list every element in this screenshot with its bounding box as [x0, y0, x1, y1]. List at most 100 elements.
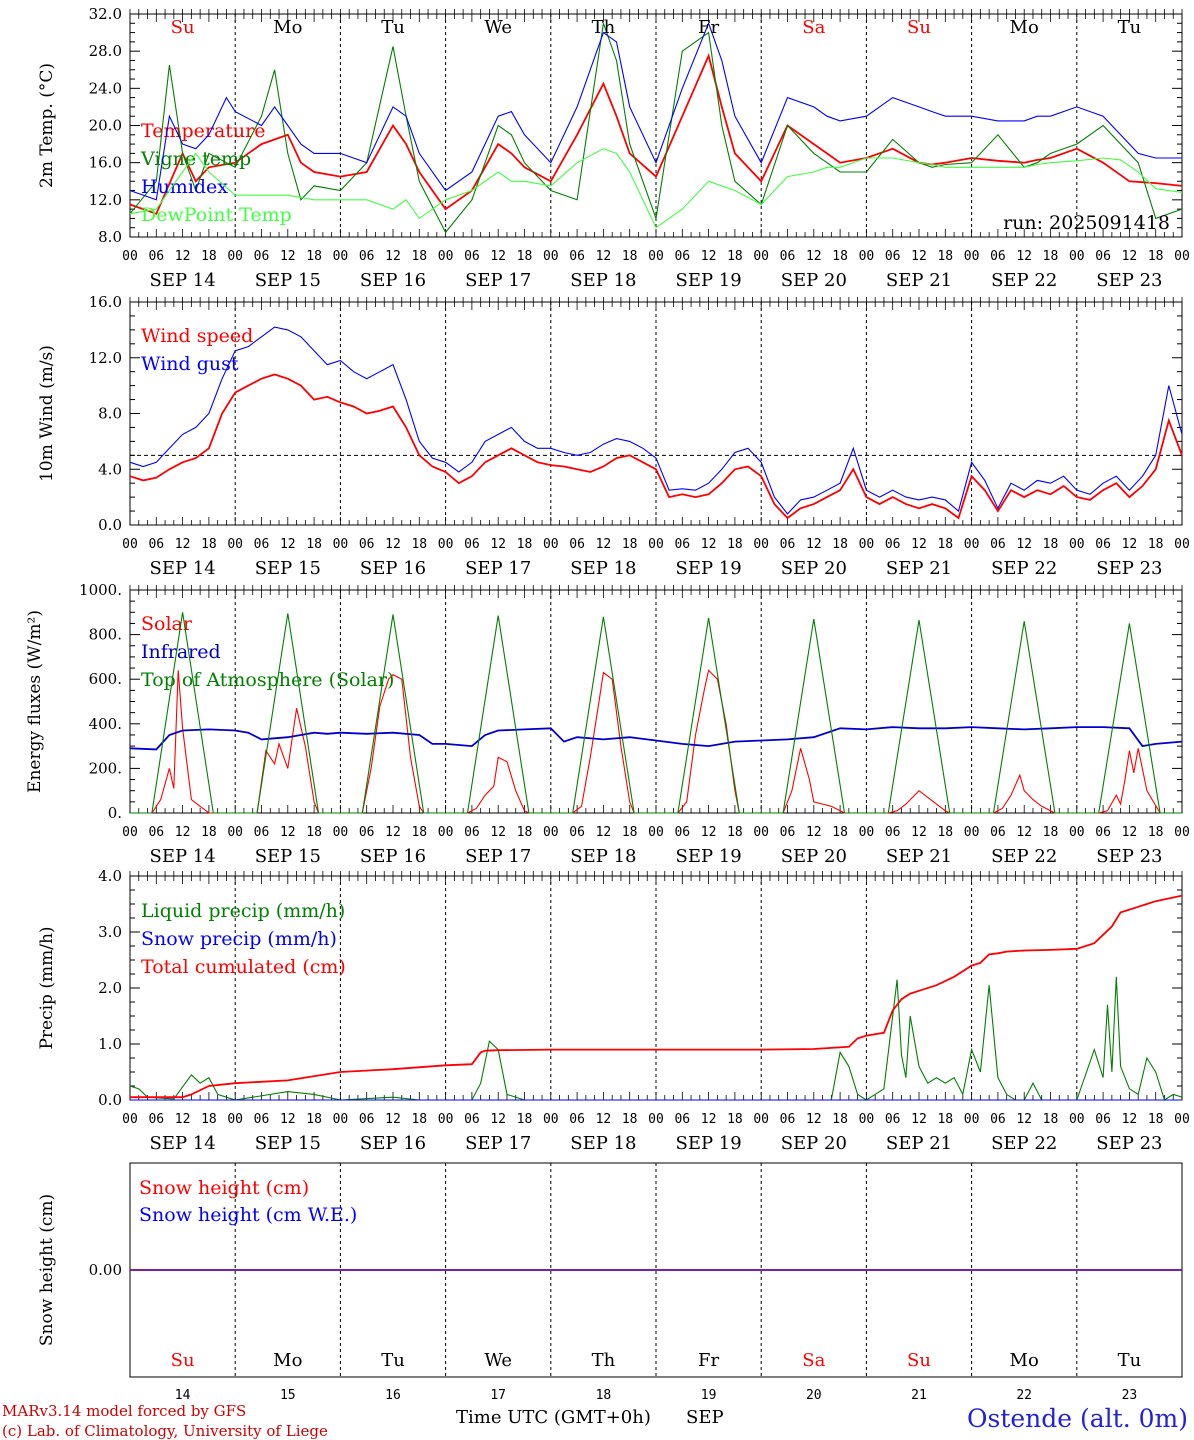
day-number-label: 18 — [596, 1388, 612, 1403]
hour-tick-label: 18 — [201, 249, 217, 264]
hour-tick-label: 06 — [885, 1112, 901, 1127]
date-label: SEP 17 — [465, 270, 531, 291]
hour-tick-label: 18 — [1043, 825, 1059, 840]
hour-tick-label: 12 — [701, 249, 717, 264]
hour-tick-label: 00 — [648, 249, 664, 264]
hour-tick-label: 12 — [911, 1112, 927, 1127]
hour-tick-label: 18 — [937, 825, 953, 840]
hour-tick-label: 12 — [596, 537, 612, 552]
day-number-label: 20 — [806, 1388, 822, 1403]
date-label: SEP 21 — [886, 1133, 952, 1154]
hour-tick-label: 00 — [333, 825, 349, 840]
y-tick-label: 12.0 — [89, 191, 122, 209]
date-label: SEP 19 — [675, 1133, 741, 1154]
date-label: SEP 20 — [781, 270, 847, 291]
lab-credit: (c) Lab. of Climatology, University of L… — [2, 1422, 328, 1440]
panel-2: 0.0 4.0 8.0 12.0 16.0 10m Wind (m/s) Wind spee… — [37, 293, 1190, 579]
date-label: SEP 23 — [1096, 846, 1162, 867]
hour-tick-label: 12 — [806, 825, 822, 840]
hour-tick-label: 18 — [1043, 537, 1059, 552]
date-label: SEP 18 — [570, 1133, 636, 1154]
hour-tick-label: 06 — [885, 537, 901, 552]
hour-tick-label: 00 — [543, 537, 559, 552]
y-tick-label: 0.0 — [98, 1091, 122, 1109]
date-label: SEP 23 — [1096, 270, 1162, 291]
station-name: Ostende (alt. 0m) — [967, 1404, 1188, 1433]
hour-tick-label: 06 — [569, 1112, 585, 1127]
hour-tick-label: 06 — [254, 537, 270, 552]
hour-tick-label: 12 — [596, 825, 612, 840]
y-axis-label: Snow height (cm) — [37, 1194, 57, 1346]
hour-tick-label: 06 — [990, 825, 1006, 840]
hour-tick-label: 06 — [569, 825, 585, 840]
y-tick-label: 400. — [89, 715, 122, 733]
day-number-label: 23 — [1122, 1388, 1138, 1403]
date-label: SEP 15 — [255, 1133, 321, 1154]
legend-entry: Humidex — [141, 176, 228, 198]
legend-entry: Snow height (cm) — [139, 1177, 309, 1199]
hour-tick-label: 12 — [701, 537, 717, 552]
hour-tick-label: 00 — [648, 825, 664, 840]
hour-tick-label: 12 — [385, 249, 401, 264]
hour-tick-label: 00 — [859, 1112, 875, 1127]
hour-tick-label: 00 — [438, 1112, 454, 1127]
y-tick-label: 1.0 — [98, 1035, 122, 1053]
y-tick-label: 16.0 — [89, 293, 122, 311]
hour-tick-label: 12 — [911, 825, 927, 840]
hour-tick-label: 18 — [727, 537, 743, 552]
legend-entry: Vigne temp — [140, 148, 251, 170]
legend-entry: Wind gust — [141, 353, 239, 375]
hour-tick-label: 00 — [964, 537, 980, 552]
series-line-2 — [129, 726, 1183, 751]
hour-tick-label: 12 — [385, 825, 401, 840]
hour-tick-label: 06 — [674, 825, 690, 840]
day-number-label: 21 — [911, 1388, 927, 1403]
hour-tick-label: 12 — [175, 249, 191, 264]
day-of-week-label: Sa — [802, 17, 825, 38]
series-line-4 — [129, 148, 1183, 229]
hour-tick-label: 00 — [753, 1112, 769, 1127]
hour-tick-label: 06 — [885, 249, 901, 264]
hour-tick-label: 18 — [201, 537, 217, 552]
y-axis-label: Precip (mm/h) — [37, 926, 57, 1049]
hour-tick-label: 06 — [780, 825, 796, 840]
hour-tick-label: 12 — [806, 1112, 822, 1127]
day-of-week-label: Su — [907, 1350, 931, 1371]
hour-tick-label: 18 — [832, 1112, 848, 1127]
hour-tick-label: 12 — [175, 1112, 191, 1127]
date-label: SEP 18 — [570, 558, 636, 579]
hour-tick-label: 00 — [227, 249, 243, 264]
day-of-week-label: Tu — [381, 17, 405, 38]
hour-tick-label: 06 — [464, 825, 480, 840]
day-of-week-label: Mo — [1010, 17, 1039, 38]
y-tick-label: 0.0 — [98, 516, 122, 534]
hour-tick-label: 18 — [306, 1112, 322, 1127]
hour-tick-label: 00 — [438, 537, 454, 552]
legend-entry: Top of Atmosphere (Solar) — [141, 669, 394, 691]
day-number-label: 15 — [280, 1388, 296, 1403]
date-label: SEP 21 — [886, 846, 952, 867]
hour-tick-label: 06 — [780, 249, 796, 264]
hour-tick-label: 18 — [306, 249, 322, 264]
hour-tick-label: 00 — [1174, 537, 1190, 552]
hour-tick-label: 18 — [1148, 1112, 1164, 1127]
hour-tick-label: 00 — [543, 1112, 559, 1127]
hour-tick-label: 00 — [333, 537, 349, 552]
day-of-week-label: Mo — [1010, 1350, 1039, 1371]
hour-tick-label: 06 — [674, 249, 690, 264]
hour-tick-label: 00 — [543, 825, 559, 840]
series-line-2 — [129, 23, 1183, 234]
date-label: SEP 23 — [1096, 1133, 1162, 1154]
day-of-week-label: Mo — [273, 1350, 302, 1371]
y-tick-label: 800. — [89, 626, 122, 644]
hour-tick-label: 06 — [148, 1112, 164, 1127]
hour-tick-label: 18 — [1148, 825, 1164, 840]
hour-tick-label: 12 — [385, 537, 401, 552]
date-label: SEP 20 — [781, 558, 847, 579]
y-axis-label: 10m Wind (m/s) — [37, 345, 57, 482]
hour-tick-label: 12 — [280, 537, 296, 552]
hour-tick-label: 12 — [1016, 825, 1032, 840]
day-of-week-label: Tu — [1118, 17, 1142, 38]
date-label: SEP 16 — [360, 270, 426, 291]
hour-tick-label: 06 — [780, 537, 796, 552]
